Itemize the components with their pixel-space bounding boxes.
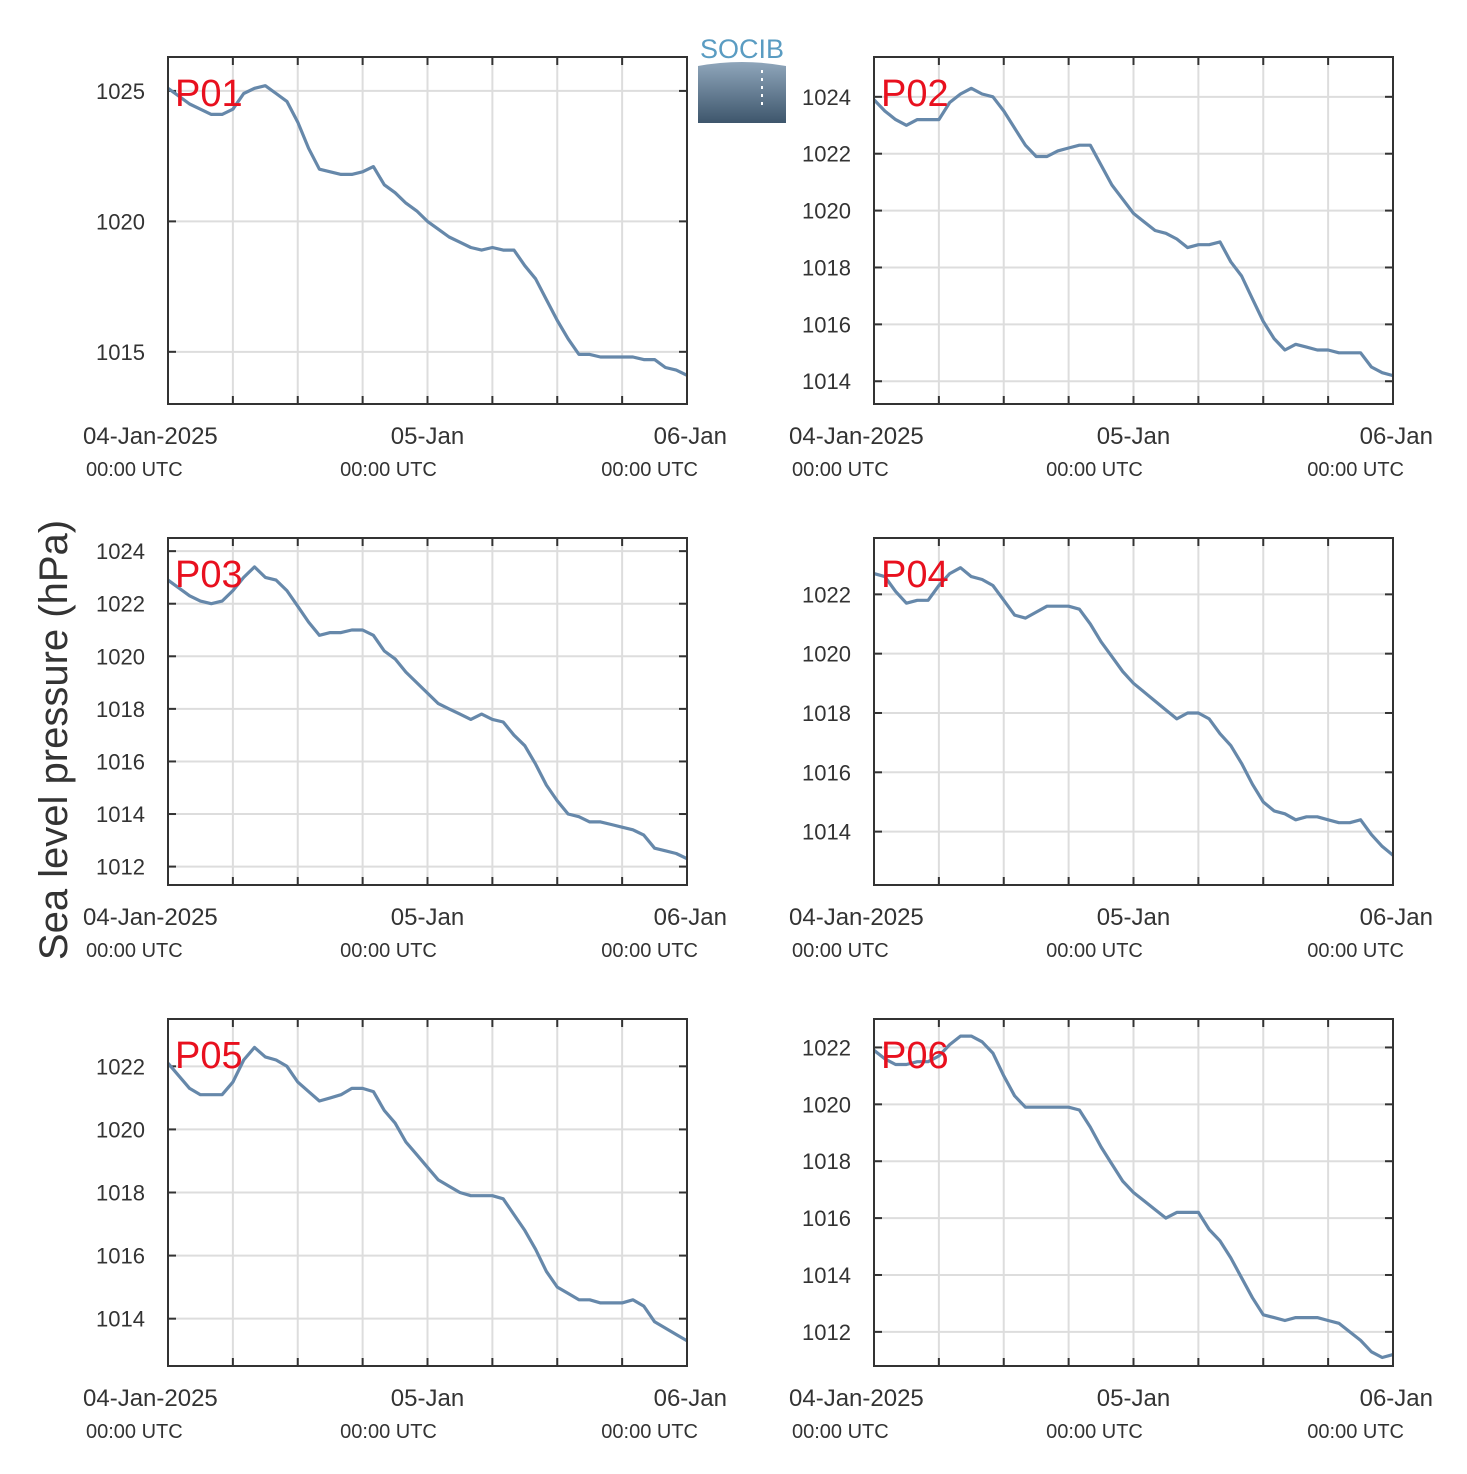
y-tick-label: 1020 bbox=[802, 199, 851, 224]
y-tick-label: 1016 bbox=[96, 1244, 145, 1269]
x-tick-sublabel: 00:00 UTC bbox=[1307, 1421, 1404, 1443]
x-tick-label: 05-Jan bbox=[1097, 904, 1170, 931]
x-tick-label: 06-Jan bbox=[1360, 904, 1433, 931]
series-line-P01 bbox=[168, 84, 687, 377]
x-tick-label: 06-Jan bbox=[654, 423, 727, 450]
axes-frame bbox=[873, 537, 1394, 886]
x-tick-label: 06-Jan bbox=[1360, 423, 1433, 450]
y-tick-label: 1014 bbox=[802, 1263, 851, 1288]
panel-label: P03 bbox=[175, 554, 243, 596]
series-line-P02 bbox=[874, 86, 1393, 378]
x-tick-label: 04-Jan-2025 bbox=[83, 1385, 218, 1412]
y-axis-title: Sea level pressure (hPa) bbox=[32, 520, 76, 960]
x-tick-sublabel: 00:00 UTC bbox=[86, 940, 183, 962]
x-tick-sublabel: 00:00 UTC bbox=[792, 1421, 889, 1443]
y-tick-label: 1014 bbox=[96, 1307, 145, 1332]
y-tick-label: 1016 bbox=[802, 760, 851, 785]
x-tick-sublabel: 00:00 UTC bbox=[340, 1421, 437, 1443]
x-tick-sublabel: 00:00 UTC bbox=[792, 459, 889, 481]
series-line-P04 bbox=[874, 566, 1393, 857]
y-tick-label: 1014 bbox=[802, 369, 851, 394]
series-line-P03 bbox=[168, 565, 687, 861]
logo-text: SOCIB bbox=[700, 34, 784, 64]
y-tick-label: 1020 bbox=[96, 1117, 145, 1142]
x-tick-sublabel: 00:00 UTC bbox=[601, 459, 698, 481]
panel-label: P01 bbox=[175, 73, 243, 115]
series-line-P05 bbox=[168, 1045, 687, 1343]
x-tick-sublabel: 00:00 UTC bbox=[601, 1421, 698, 1443]
y-tick-label: 1014 bbox=[802, 820, 851, 845]
x-tick-label: 05-Jan bbox=[391, 904, 464, 931]
x-tick-sublabel: 00:00 UTC bbox=[601, 940, 698, 962]
y-tick-label: 1018 bbox=[96, 1181, 145, 1206]
axes-frame bbox=[873, 1018, 1394, 1367]
x-tick-sublabel: 00:00 UTC bbox=[340, 940, 437, 962]
series-line-P06 bbox=[874, 1034, 1393, 1360]
socib-logo: SOCIB bbox=[698, 34, 786, 123]
x-tick-sublabel: 00:00 UTC bbox=[1307, 940, 1404, 962]
y-tick-label: 1016 bbox=[802, 312, 851, 337]
y-tick-label: 1018 bbox=[802, 255, 851, 280]
axes-frame bbox=[873, 56, 1394, 405]
axes-frame bbox=[167, 56, 688, 405]
x-tick-label: 04-Jan-2025 bbox=[83, 423, 218, 450]
x-tick-sublabel: 00:00 UTC bbox=[1046, 459, 1143, 481]
x-tick-label: 04-Jan-2025 bbox=[789, 1385, 924, 1412]
panel-label: P04 bbox=[881, 554, 949, 596]
y-tick-label: 1024 bbox=[96, 539, 145, 564]
y-tick-label: 1018 bbox=[802, 701, 851, 726]
y-tick-label: 1022 bbox=[802, 1035, 851, 1060]
x-tick-label: 05-Jan bbox=[391, 423, 464, 450]
y-tick-label: 1014 bbox=[96, 802, 145, 827]
y-tick-label: 1025 bbox=[96, 79, 145, 104]
axes-frame bbox=[167, 537, 688, 886]
x-tick-sublabel: 00:00 UTC bbox=[1307, 459, 1404, 481]
y-tick-label: 1016 bbox=[802, 1206, 851, 1231]
panel-label: P06 bbox=[881, 1035, 949, 1077]
x-tick-sublabel: 00:00 UTC bbox=[792, 940, 889, 962]
x-tick-sublabel: 00:00 UTC bbox=[86, 1421, 183, 1443]
x-tick-label: 04-Jan-2025 bbox=[789, 904, 924, 931]
y-tick-label: 1020 bbox=[96, 209, 145, 234]
x-tick-label: 05-Jan bbox=[391, 1385, 464, 1412]
y-tick-label: 1020 bbox=[802, 642, 851, 667]
x-tick-label: 06-Jan bbox=[654, 1385, 727, 1412]
x-tick-sublabel: 00:00 UTC bbox=[86, 459, 183, 481]
logo-mark bbox=[698, 62, 786, 123]
panel-P01: 1015 1020 1025 04-Jan-2025 00:00 UTC 05-Jan 00… bbox=[83, 56, 727, 481]
x-tick-label: 06-Jan bbox=[1360, 1385, 1433, 1412]
panel-P02: 1014 1016 1018 1020 1022 1024 04-Jan-2025 00:00… bbox=[789, 56, 1433, 481]
y-tick-label: 1024 bbox=[802, 85, 851, 110]
y-tick-label: 1022 bbox=[802, 582, 851, 607]
y-tick-label: 1016 bbox=[96, 749, 145, 774]
panel-P05: 1014 1016 1018 1020 1022 04-Jan-2025 00:00 UTC… bbox=[83, 1018, 727, 1443]
y-tick-label: 1022 bbox=[802, 142, 851, 167]
panel-P06: 1012 1014 1016 1018 1020 1022 04-Jan-2025 00:00… bbox=[789, 1018, 1433, 1443]
x-tick-sublabel: 00:00 UTC bbox=[340, 459, 437, 481]
x-tick-sublabel: 00:00 UTC bbox=[1046, 940, 1143, 962]
x-tick-label: 04-Jan-2025 bbox=[83, 904, 218, 931]
panel-label: P05 bbox=[175, 1035, 243, 1077]
axes-frame bbox=[167, 1018, 688, 1367]
x-tick-sublabel: 00:00 UTC bbox=[1046, 1421, 1143, 1443]
y-tick-label: 1015 bbox=[96, 340, 145, 365]
panel-label: P02 bbox=[881, 73, 949, 115]
panel-P03: 1012 1014 1016 1018 1020 1022 1024 04-Jan-2025 0… bbox=[83, 537, 727, 962]
y-tick-label: 1012 bbox=[802, 1320, 851, 1345]
y-tick-label: 1022 bbox=[96, 1054, 145, 1079]
y-tick-label: 1022 bbox=[96, 592, 145, 617]
x-tick-label: 06-Jan bbox=[654, 904, 727, 931]
y-tick-label: 1020 bbox=[802, 1092, 851, 1117]
y-tick-label: 1012 bbox=[96, 855, 145, 880]
x-tick-label: 04-Jan-2025 bbox=[789, 423, 924, 450]
y-tick-label: 1018 bbox=[802, 1149, 851, 1174]
panel-P04: 1014 1016 1018 1020 1022 04-Jan-2025 00:00 UTC… bbox=[789, 537, 1433, 962]
y-tick-label: 1018 bbox=[96, 697, 145, 722]
x-tick-label: 05-Jan bbox=[1097, 1385, 1170, 1412]
y-tick-label: 1020 bbox=[96, 644, 145, 669]
x-tick-label: 05-Jan bbox=[1097, 423, 1170, 450]
panels: 1015 1020 1025 04-Jan-2025 00:00 UTC 05-Jan 00… bbox=[83, 56, 1433, 1443]
